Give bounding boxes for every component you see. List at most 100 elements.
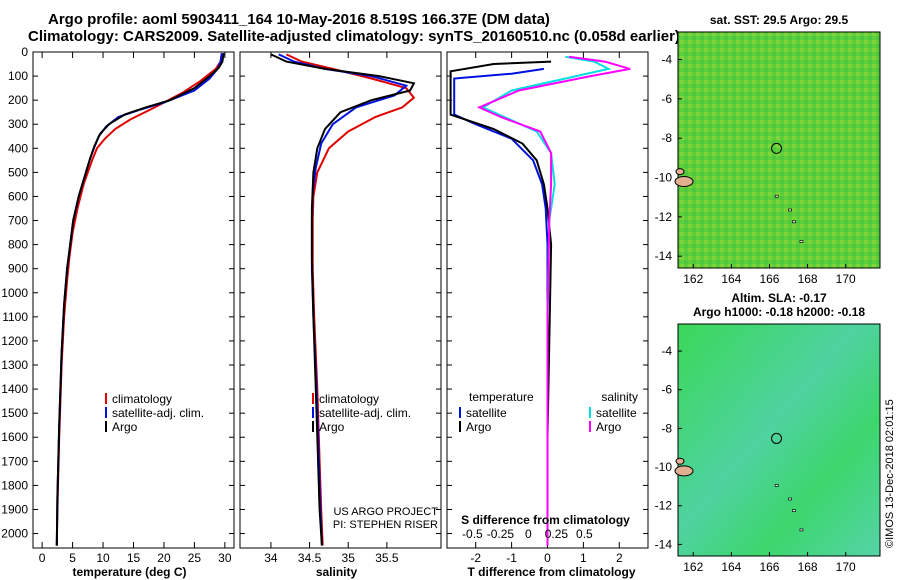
x-tick-label: 0 <box>39 551 46 565</box>
legend-swatch <box>459 407 461 418</box>
series-line-argo <box>55 53 225 546</box>
depth-tick-label: 0 <box>21 45 28 59</box>
series-line-temperature-satellite <box>453 67 549 546</box>
depth-tick-label: 400 <box>8 141 28 155</box>
legend-swatch <box>459 421 461 432</box>
depth-tick-label: 700 <box>8 214 28 228</box>
legend-label: Argo <box>466 420 492 434</box>
lat-tick-label: -4 <box>661 53 672 67</box>
depth-tick-label: 100 <box>8 69 28 83</box>
lat-tick-label: -6 <box>661 92 672 106</box>
argo-float-marker <box>771 142 783 154</box>
legend-swatch <box>105 421 107 432</box>
depth-tick-label: 1600 <box>1 430 28 444</box>
x-tick-label: 10 <box>96 551 110 565</box>
top-tick-label: 0 <box>525 527 532 541</box>
depth-tick-label: 1100 <box>2 310 28 324</box>
x-tick-label: 20 <box>157 551 171 565</box>
series-line-argo <box>270 53 416 546</box>
islet-shape <box>799 528 804 532</box>
x-tick-label: 2 <box>616 551 623 565</box>
x-tick-label: 15 <box>127 551 141 565</box>
depth-tick-label: 600 <box>8 189 28 203</box>
x-tick-label: 1 <box>580 551 587 565</box>
legend-heading-temperature: temperature <box>469 390 534 404</box>
depth-tick-label: 500 <box>8 165 28 179</box>
lon-tick-label: 170 <box>836 560 856 574</box>
lon-tick-label: 162 <box>683 560 703 574</box>
lon-tick-label: 164 <box>721 560 741 574</box>
lon-tick-label: 168 <box>798 560 818 574</box>
legend-swatch <box>105 407 107 418</box>
legend-label: satellite-adj. clim. <box>112 406 204 420</box>
title-line-1: Argo profile: aoml 5903411_164 10-May-20… <box>48 11 550 28</box>
depth-tick-label: 300 <box>8 117 28 131</box>
lat-tick-label: -6 <box>661 383 672 397</box>
lat-tick-label: -10 <box>655 460 673 474</box>
x-tick-label: 5 <box>69 551 76 565</box>
legend-label: satellite <box>596 406 637 420</box>
legend-swatch <box>312 421 314 432</box>
lon-tick-label: 168 <box>798 272 818 286</box>
map-sla <box>677 323 881 557</box>
lat-tick-label: -14 <box>655 537 673 551</box>
lat-tick-label: -4 <box>661 344 672 358</box>
series-line-salinity-argo <box>476 55 631 546</box>
lat-tick-label: -12 <box>655 210 673 224</box>
x-axis-label: T difference from climatology <box>467 565 635 579</box>
legend-swatch <box>312 393 314 404</box>
series-line-satellite-adj-clim- <box>55 53 223 546</box>
depth-tick-label: 900 <box>8 262 28 276</box>
lon-tick-label: 166 <box>759 272 779 286</box>
panel-frame-salinity <box>239 51 442 549</box>
islet-shape <box>774 194 779 198</box>
x-axis-label: temperature (deg C) <box>72 565 186 579</box>
depth-tick-label: 1800 <box>1 478 28 492</box>
project-annotation: US ARGO PROJECT <box>333 506 438 518</box>
islet-shape <box>774 484 779 487</box>
map-title-sst: sat. SST: 29.5 Argo: 29.5 <box>710 13 849 27</box>
depth-tick-label: 1400 <box>1 382 28 396</box>
x-tick-label: -2 <box>470 551 481 565</box>
project-annotation: PI: STEPHEN RISER <box>333 519 438 531</box>
legend-swatch <box>312 407 314 418</box>
x-tick-label: -1 <box>506 551 517 565</box>
depth-tick-label: 800 <box>8 238 28 252</box>
depth-tick-label: 1200 <box>1 334 28 348</box>
lat-tick-label: -10 <box>655 171 673 185</box>
depth-tick-label: 1500 <box>1 406 28 420</box>
x-tick-label: 25 <box>188 551 202 565</box>
island-shape <box>674 175 694 187</box>
top-axis-label: S difference from climatology <box>461 513 630 527</box>
legend-label: climatology <box>319 392 379 406</box>
island-shape <box>675 168 685 176</box>
top-tick-label: -0.25 <box>487 527 515 541</box>
x-tick-label: 35 <box>342 551 356 565</box>
legend-label: Argo <box>319 420 345 434</box>
legend-swatch <box>589 421 591 432</box>
islet-shape <box>791 509 796 512</box>
lat-tick-label: -8 <box>661 131 672 145</box>
lon-tick-label: 164 <box>721 272 741 286</box>
depth-tick-label: 1300 <box>1 358 28 372</box>
x-tick-label: 30 <box>218 551 232 565</box>
lat-tick-label: -12 <box>655 499 673 513</box>
legend-label: Argo <box>596 420 622 434</box>
x-tick-label: 34 <box>264 551 278 565</box>
legend-label: climatology <box>112 392 172 406</box>
lat-tick-label: -14 <box>655 249 673 263</box>
title-line-2: Climatology: CARS2009. Satellite-adjuste… <box>28 28 680 45</box>
legend-label: Argo <box>112 420 138 434</box>
panel-frame-temperature <box>32 51 235 549</box>
legend-label: satellite-adj. clim. <box>319 406 411 420</box>
depth-tick-label: 2000 <box>1 527 28 541</box>
series-line-salinity-satellite <box>480 55 612 546</box>
depth-tick-label: 1000 <box>1 286 28 300</box>
series-line-temperature-argo <box>449 60 553 546</box>
series-line-climatology <box>285 53 416 546</box>
argo-float-marker <box>771 432 783 444</box>
islet-shape <box>788 497 792 501</box>
top-tick-label: 0.25 <box>545 527 569 541</box>
lat-tick-label: -8 <box>661 421 672 435</box>
